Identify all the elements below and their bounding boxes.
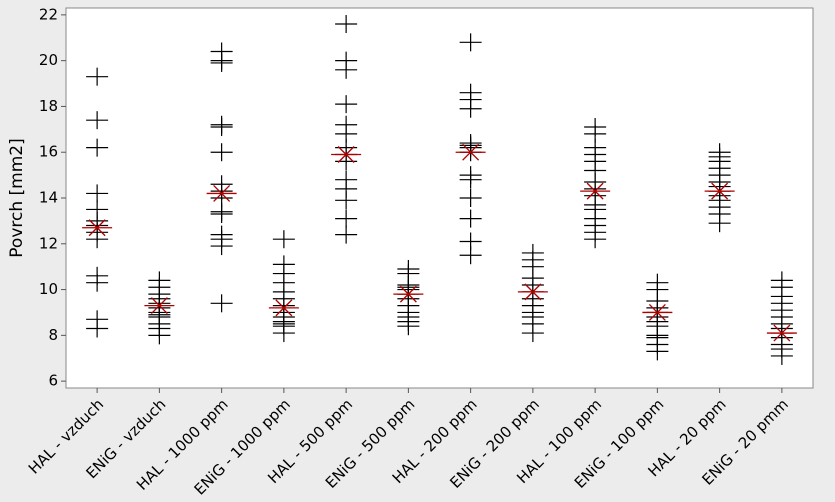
data-point <box>272 324 295 343</box>
y-tick-label: 18 <box>39 97 58 115</box>
data-point <box>335 209 358 228</box>
data-point <box>86 67 109 86</box>
mean-marker <box>82 219 113 237</box>
data-point <box>397 317 420 336</box>
data-point <box>148 326 171 345</box>
y-tick-label: 22 <box>39 5 58 23</box>
mean-x2 <box>648 303 666 321</box>
plot-area <box>65 7 814 389</box>
data-point <box>86 273 109 292</box>
data-point <box>335 95 358 114</box>
data-point <box>584 230 607 249</box>
mean-marker <box>455 143 486 161</box>
data-point <box>459 99 482 118</box>
data-point <box>86 111 109 130</box>
data-point <box>86 319 109 338</box>
mean-x2 <box>150 297 168 315</box>
mean-marker <box>144 297 175 315</box>
data-point <box>210 205 233 224</box>
data-point <box>210 237 233 256</box>
data-point <box>86 184 109 203</box>
mean-x2 <box>773 324 791 342</box>
mean-marker <box>517 283 548 301</box>
data-point <box>459 33 482 52</box>
mean-x2 <box>88 219 106 237</box>
mean-marker <box>642 303 673 321</box>
data-point <box>770 346 793 365</box>
mean-x2 <box>711 182 729 200</box>
mean-x2 <box>399 285 417 303</box>
y-tick-label: 10 <box>39 280 58 298</box>
mean-marker <box>580 182 611 200</box>
data-point <box>459 246 482 265</box>
data-point <box>210 143 233 162</box>
mean-x2 <box>213 184 231 202</box>
mean-marker <box>704 182 735 200</box>
data-point <box>86 138 109 157</box>
mean-x2 <box>586 182 604 200</box>
y-tick-label: 14 <box>39 189 58 207</box>
data-point <box>708 214 731 233</box>
data-point <box>210 118 233 137</box>
mean-marker <box>393 285 424 303</box>
mean-x2 <box>524 283 542 301</box>
data-point <box>335 60 358 79</box>
mean-x2 <box>337 146 355 163</box>
y-tick-label: 16 <box>39 143 58 161</box>
data-point <box>335 225 358 244</box>
y-tick-label: 8 <box>48 326 58 344</box>
y-axis-label: Povrch [mm2] <box>7 138 27 257</box>
data-point <box>335 191 358 210</box>
mean-marker <box>766 324 797 342</box>
data-point <box>335 15 358 34</box>
data-point <box>459 189 482 207</box>
y-tick-label: 12 <box>39 234 58 252</box>
mean-marker <box>268 299 299 317</box>
y-tick-label: 20 <box>39 51 58 69</box>
mean-x2 <box>275 299 293 317</box>
data-point <box>459 170 482 189</box>
data-point <box>521 324 544 343</box>
data-point <box>210 53 233 72</box>
data-point <box>210 294 233 313</box>
data-point <box>459 209 482 228</box>
data-point <box>272 230 295 249</box>
data-point <box>86 230 109 249</box>
data-point <box>646 342 669 361</box>
mean-marker <box>331 146 362 163</box>
mean-x2 <box>462 143 480 161</box>
y-tick-label: 6 <box>48 372 58 390</box>
mean-marker <box>206 184 237 202</box>
